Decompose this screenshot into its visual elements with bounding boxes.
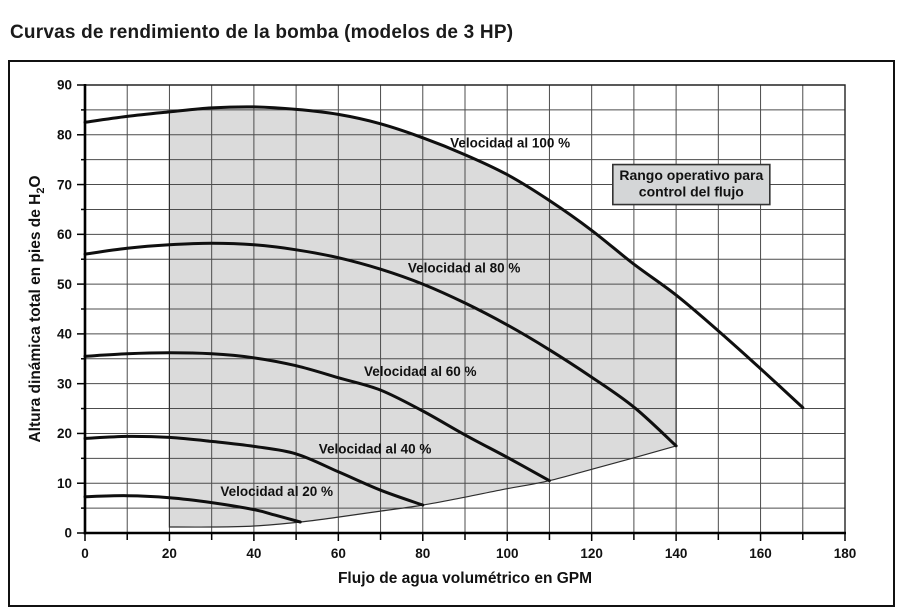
curve-label: Velocidad al 20 % — [220, 484, 333, 499]
pump-performance-chart: 0 20 40 60 80 100 120 140 160 180 0 10 20 30 40 50 60 70 8… — [27, 78, 856, 587]
x-tick-label: 80 — [415, 546, 430, 561]
axis-ticks — [77, 84, 846, 541]
curve-velocidad-al-40- — [83, 434, 425, 507]
curve-velocidad-al-20- — [83, 494, 302, 524]
y-tick-label: 30 — [57, 376, 72, 391]
y-tick-label: 80 — [57, 127, 72, 142]
x-tick-label: 0 — [81, 546, 89, 561]
curve-label: Velocidad al 60 % — [364, 364, 477, 379]
y-tick-label: 70 — [57, 177, 72, 192]
plot-border — [85, 84, 846, 533]
x-tick-label: 180 — [834, 546, 857, 561]
curve-velocidad-al-60- — [83, 351, 551, 483]
tick-labels: 0 20 40 60 80 100 120 140 160 180 0 10 20 30 40 50 60 70 8… — [57, 78, 856, 561]
y-tick-label: 90 — [57, 78, 72, 93]
operating-range-callout-text: control del flujo — [639, 184, 744, 200]
x-tick-label: 60 — [331, 546, 346, 561]
y-tick-label: 50 — [57, 277, 72, 292]
page-title: Curvas de rendimiento de la bomba (model… — [10, 22, 514, 43]
x-tick-label: 120 — [580, 546, 603, 561]
operating-range-callout-text: Rango operativo para — [619, 167, 763, 183]
x-tick-label: 100 — [496, 546, 519, 561]
y-tick-label: 40 — [57, 327, 72, 342]
curve-label: Velocidad al 100 % — [450, 136, 570, 151]
x-tick-label: 160 — [749, 546, 772, 561]
x-tick-label: 140 — [665, 546, 688, 561]
y-axis-title: Altura dinámica total en pies de H2O — [27, 175, 47, 442]
operating-range-callout-box — [612, 163, 771, 206]
x-tick-label: 20 — [162, 546, 177, 561]
x-tick-label: 40 — [246, 546, 261, 561]
curve-velocidad-al-100- — [83, 105, 805, 410]
grid — [85, 84, 846, 533]
curve-label: Velocidad al 80 % — [408, 261, 521, 276]
curve-velocidad-al-80- — [83, 241, 678, 448]
x-axis-title: Flujo de agua volumétrico en GPM — [338, 570, 592, 587]
curve-label: Velocidad al 40 % — [319, 441, 432, 456]
y-tick-label: 20 — [57, 426, 72, 441]
y-tick-label: 10 — [57, 476, 72, 491]
y-tick-label: 60 — [57, 227, 72, 242]
chart-frame: 0 20 40 60 80 100 120 140 160 180 0 10 20 30 40 50 60 70 8… — [8, 60, 895, 607]
y-tick-label: 0 — [64, 526, 72, 541]
